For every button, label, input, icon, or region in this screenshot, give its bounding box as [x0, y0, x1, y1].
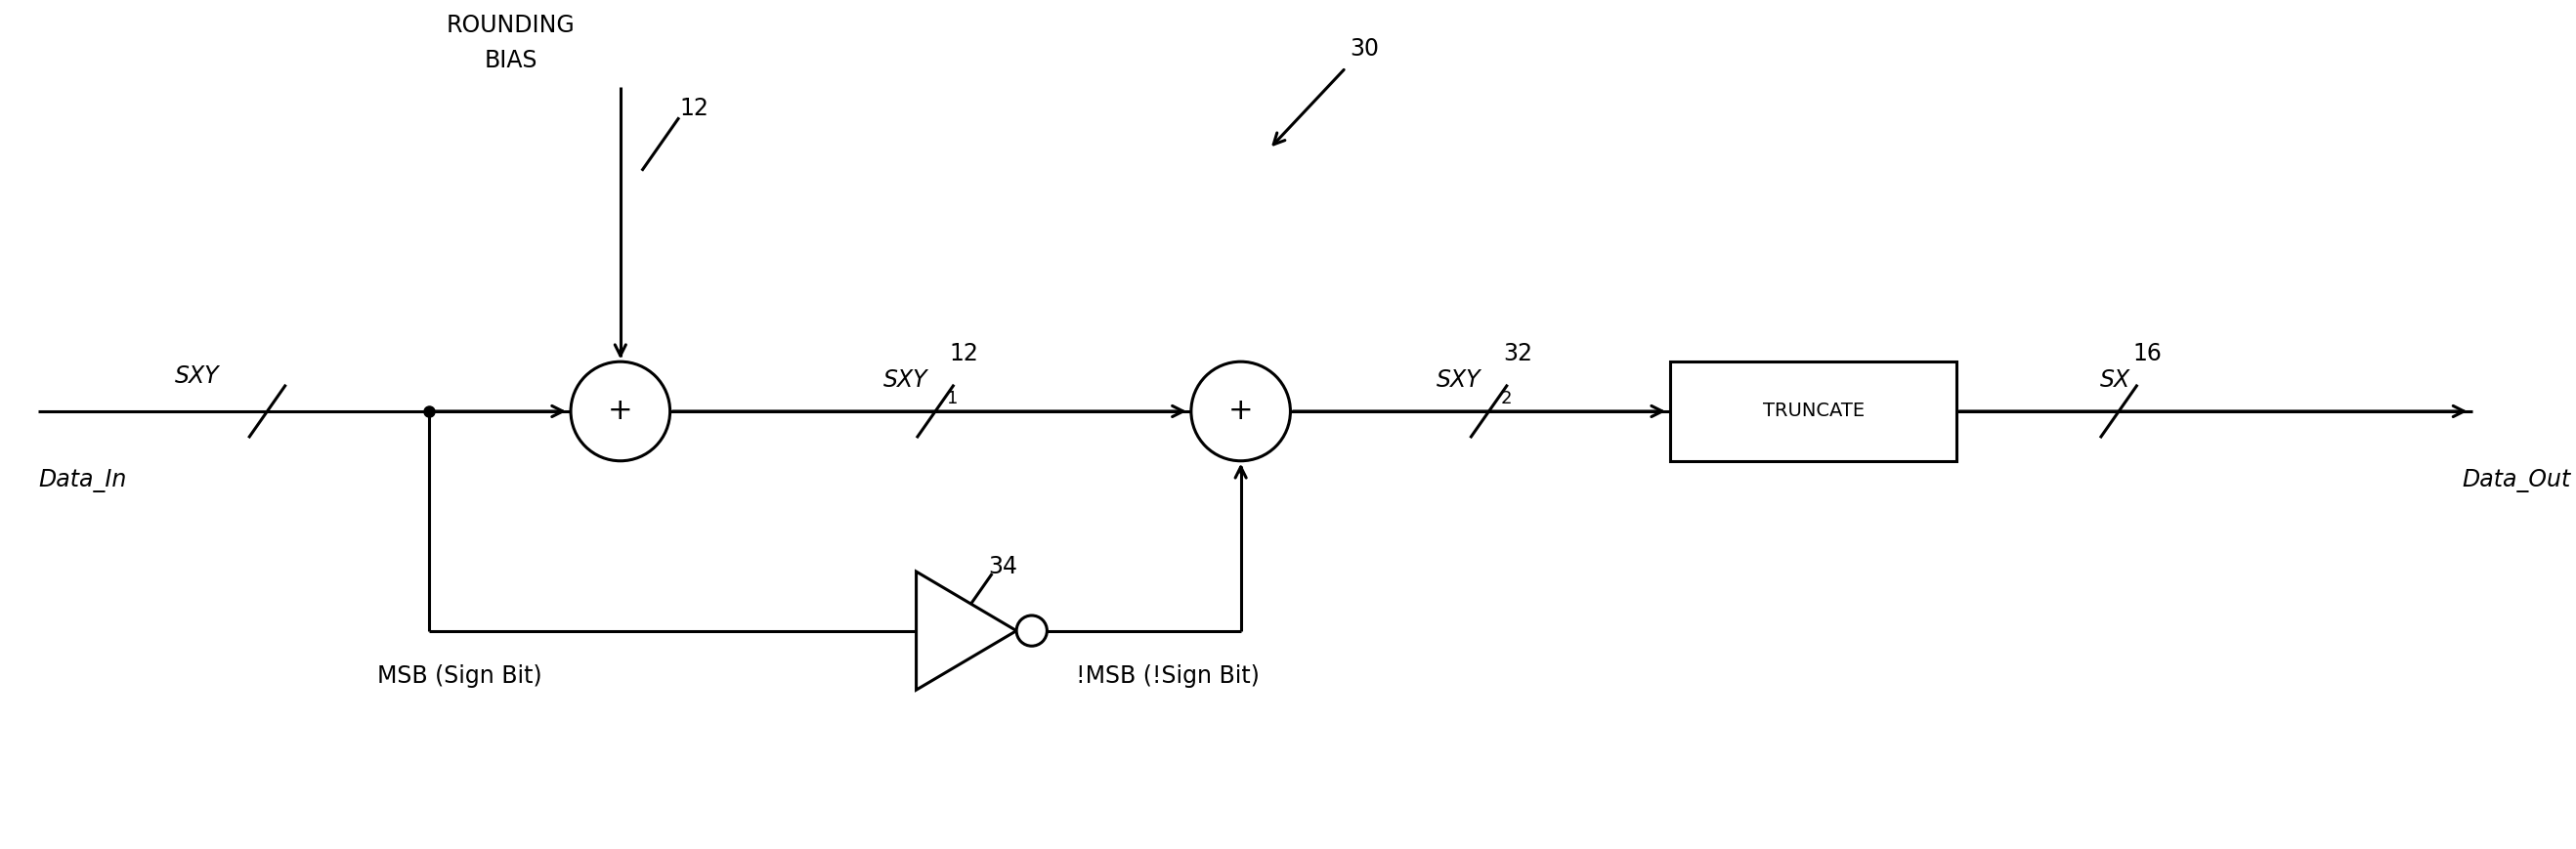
- Text: Data_In: Data_In: [39, 469, 126, 492]
- Text: 30: 30: [1350, 37, 1381, 60]
- Text: 2: 2: [1499, 390, 1512, 408]
- Text: ROUNDING: ROUNDING: [446, 14, 574, 37]
- Text: SXY: SXY: [884, 368, 927, 392]
- Text: 12: 12: [680, 97, 708, 121]
- Text: +: +: [608, 397, 634, 425]
- Bar: [1669, 361, 1958, 461]
- Text: BIAS: BIAS: [484, 49, 538, 72]
- Text: 34: 34: [987, 554, 1018, 578]
- Polygon shape: [917, 571, 1018, 690]
- Circle shape: [1190, 362, 1291, 461]
- Circle shape: [572, 362, 670, 461]
- Text: TRUNCATE: TRUNCATE: [1762, 402, 1865, 420]
- Text: 16: 16: [2133, 342, 2161, 365]
- Text: +: +: [1229, 397, 1255, 425]
- Text: SX: SX: [2099, 368, 2130, 392]
- Text: MSB (Sign Bit): MSB (Sign Bit): [376, 664, 541, 688]
- Text: Data_Out: Data_Out: [2463, 469, 2571, 492]
- Text: !MSB (!Sign Bit): !MSB (!Sign Bit): [1077, 664, 1260, 688]
- Text: 32: 32: [1504, 342, 1533, 365]
- Text: SXY: SXY: [1437, 368, 1481, 392]
- Circle shape: [1018, 616, 1046, 646]
- Text: 1: 1: [948, 390, 958, 408]
- Text: 12: 12: [951, 342, 979, 365]
- Text: SXY: SXY: [175, 364, 219, 387]
